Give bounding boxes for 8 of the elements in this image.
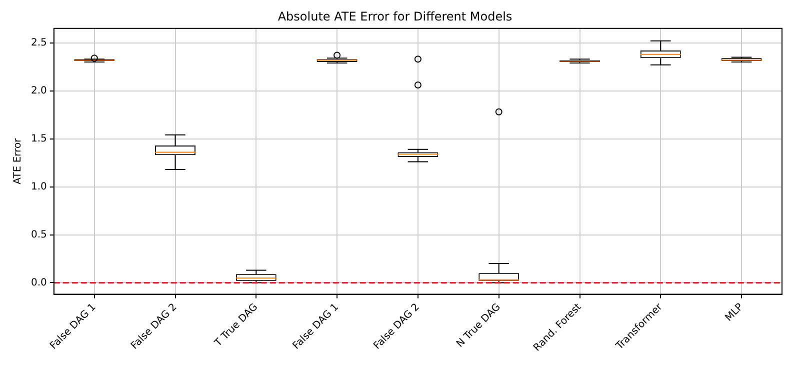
y-tick-label: 2.0 xyxy=(30,85,47,96)
y-tick-label: 1.0 xyxy=(30,181,47,192)
y-tick-label: 1.5 xyxy=(30,133,47,144)
y-tick-label: 2.5 xyxy=(30,37,47,48)
y-tick-label: 0.0 xyxy=(30,277,47,288)
y-axis-title: ATE Error xyxy=(12,137,24,184)
chart-title: Absolute ATE Error for Different Models xyxy=(278,9,512,24)
y-tick-label: 0.5 xyxy=(30,229,47,240)
